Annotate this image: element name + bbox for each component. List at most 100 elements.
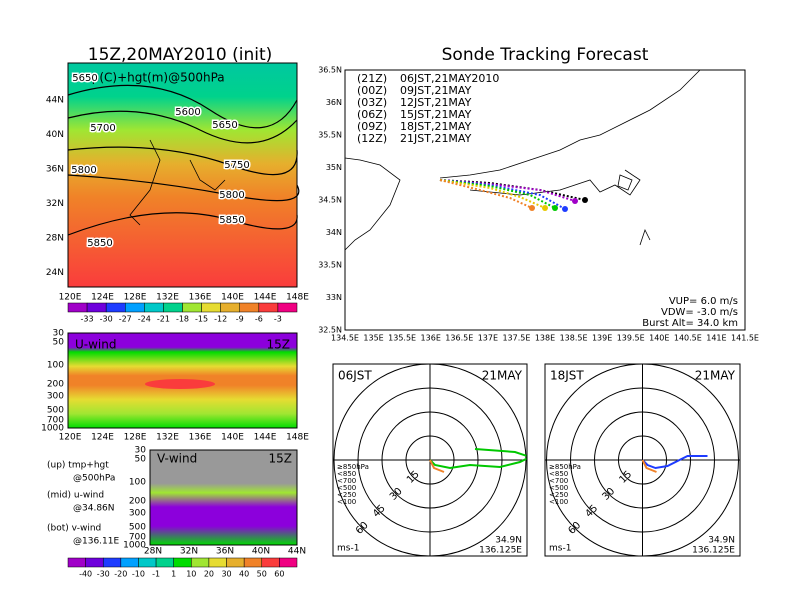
contour-label: 5600: [175, 107, 200, 118]
lon-label: 139.5E: [617, 334, 645, 343]
lon-label: 148E: [286, 433, 309, 443]
colorbar-label: -9: [236, 315, 244, 324]
colorbar-cell: [243, 557, 263, 568]
vwind-time: 15Z: [269, 452, 293, 466]
lon-label: 132E: [156, 293, 179, 303]
level-label: 500: [129, 523, 146, 533]
level-label: <700: [549, 477, 568, 485]
contour-label: 5800: [219, 190, 244, 201]
lon-label: 137.5E: [502, 334, 530, 343]
lon-label: 140E: [649, 334, 669, 343]
level-label: <250: [337, 491, 356, 499]
level-label: 1000: [41, 424, 64, 434]
colorbar-label: 10: [186, 570, 196, 579]
colorbar-cell: [182, 302, 202, 313]
colorbar-label: -40: [79, 570, 92, 579]
polar-date: 21MAY: [482, 369, 523, 383]
legend-run: (12Z): [357, 132, 387, 145]
lon-label: 144E: [254, 433, 277, 443]
site-lon: 136.125E: [479, 546, 522, 556]
level-label: 300: [129, 509, 146, 519]
lat-label: 24N: [46, 268, 64, 278]
lon-label: 136E: [421, 334, 441, 343]
note: @500hPa: [73, 474, 115, 484]
hodograph: [641, 455, 708, 470]
colorbar-label: 40: [239, 570, 249, 579]
colorbar-cell: [125, 302, 145, 313]
level-label: 700: [129, 533, 146, 543]
hodograph-low: [641, 459, 657, 473]
ring-label: 15: [405, 469, 422, 486]
param: VDW= -3.0 m/s: [661, 307, 738, 318]
colorbar-label: -27: [119, 315, 132, 324]
colorbar-cell: [173, 557, 192, 568]
lon-label: 140E: [221, 433, 244, 443]
colorbar-label: 20: [204, 570, 214, 579]
note: (bot) v-wind: [47, 524, 101, 534]
lon-label: 140.5E: [674, 334, 702, 343]
lon-label: 135.5E: [388, 334, 416, 343]
lon-label: 132E: [156, 433, 179, 443]
level-label: <100: [337, 498, 356, 506]
colorbar-cell: [279, 557, 298, 568]
ring-label: 15: [617, 469, 634, 486]
lon-label: 136E: [189, 293, 212, 303]
colorbar-cell: [261, 557, 280, 568]
colorbar-label: -12: [214, 315, 227, 324]
polar-frame: [544, 363, 741, 557]
level-label: <700: [337, 477, 356, 485]
lon-label: 148E: [286, 293, 309, 303]
contour-label: 5700: [90, 123, 115, 134]
contours: [67, 84, 300, 236]
colorbar-cell: [138, 557, 157, 568]
level-label: 50: [135, 455, 147, 465]
colorbar-cell: [226, 557, 245, 568]
colorbar-label: -33: [81, 315, 94, 324]
level-label: ≥850hPa: [549, 463, 581, 471]
map-label: tmp(C)+hgt(m)@500hPa: [75, 71, 224, 85]
lat-label: 28N: [144, 547, 162, 557]
lat-label: 36N: [326, 98, 342, 107]
colorbar-cell: [277, 302, 298, 313]
lat-label: 32N: [180, 547, 198, 557]
lon-label: 128E: [124, 433, 147, 443]
lon-label: 124E: [91, 293, 114, 303]
colorbar-cell: [105, 302, 126, 313]
ring-label: 30: [600, 486, 617, 503]
lat-label: 33N: [326, 293, 342, 302]
level-label: <250: [549, 491, 568, 499]
colorbar-label: -21: [157, 315, 170, 324]
colorbar-label: -24: [138, 315, 151, 324]
level-label: 100: [47, 361, 64, 371]
colorbar-cell: [86, 302, 107, 313]
param: Burst Alt= 34.0 km: [642, 318, 738, 329]
lon-label: 136E: [189, 433, 212, 443]
colorbar-cell: [239, 302, 260, 313]
lon-label: 137E: [478, 334, 498, 343]
coastline: [344, 69, 701, 251]
ring-label: 45: [371, 503, 388, 520]
colorbar-cell: [102, 557, 122, 568]
lat-label: 34N: [326, 228, 342, 237]
level-label: 200: [129, 497, 146, 507]
legend-run: (09Z): [357, 120, 387, 133]
lat-label: 40N: [46, 130, 64, 140]
legend-time: 21JST,21MAY: [400, 132, 472, 145]
legend-time: 18JST,21MAY: [400, 120, 472, 133]
vwind-panel: [149, 449, 298, 546]
colorbar-cell: [155, 557, 174, 568]
colorbar-label: -6: [255, 315, 263, 324]
level-label: 30: [135, 446, 147, 456]
lat-label: 44N: [288, 547, 306, 557]
lat-label: 44N: [46, 96, 64, 106]
level-label: <500: [337, 484, 356, 492]
colorbar-label: 60: [274, 570, 284, 579]
lon-label: 128E: [124, 293, 147, 303]
colorbar-cell: [67, 302, 88, 313]
legend-time: 12JST,21MAY: [400, 96, 472, 109]
colorbar-cell: [208, 557, 227, 568]
colorbar-label: -18: [176, 315, 189, 324]
lon-label: 134.5E: [331, 334, 359, 343]
trajectories: [439, 179, 586, 210]
